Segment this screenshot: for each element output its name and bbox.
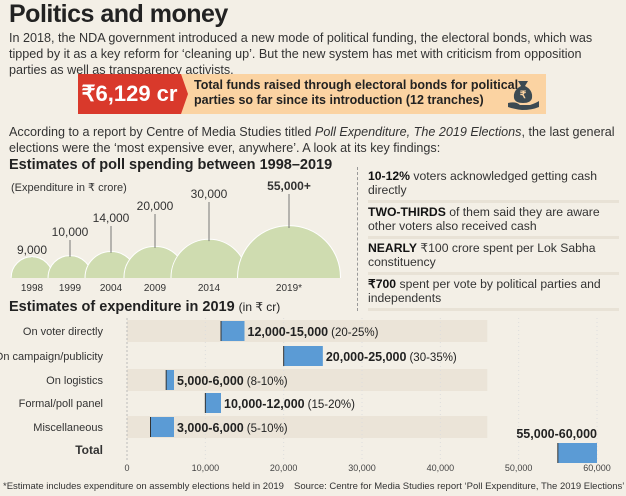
row-band (127, 320, 488, 342)
finding-highlight: NEARLY (368, 241, 417, 255)
finding-item: ₹700 spent per vote by political parties… (368, 275, 619, 311)
finding-highlight: 10-12% (368, 169, 411, 183)
category-label: Formal/poll panel (19, 398, 103, 410)
poll-chart-unit: (Expenditure in ₹ crore) (11, 182, 127, 194)
highlight-text: Total funds raised through electoral bon… (194, 78, 519, 107)
finding-text: of them said they are aware other voters… (368, 205, 600, 233)
x-tick-label: 10,000 (192, 463, 220, 473)
footnote: *Estimate includes expenditure on assemb… (3, 481, 284, 492)
range-bar (166, 370, 174, 390)
finding-item: 10-12% voters acknowledged getting cash … (368, 167, 619, 203)
range-bar (150, 417, 174, 437)
range-bar (283, 346, 323, 366)
report-suffix: , the last general elections were the ‘m… (9, 125, 615, 155)
finding-highlight: TWO-THIRDS (368, 205, 446, 219)
svg-text:₹: ₹ (520, 90, 527, 101)
money-bag-hand-icon: ₹ (508, 81, 539, 110)
category-label: On logistics (46, 375, 103, 387)
range-value: 3,000-6,000 (177, 421, 244, 435)
range-share: (20-25%) (331, 327, 378, 339)
range-bar (557, 443, 597, 463)
range-label: 5,000-6,000 (8-10%) (177, 374, 288, 388)
x-tick-label: 30,000 (348, 463, 376, 473)
poll-chart-title: Estimates of poll spending between 1998–… (9, 157, 333, 173)
year-label: 2004 (100, 283, 123, 294)
finding-item: TWO-THIRDS of them said they are aware o… (368, 203, 619, 239)
page-title: Politics and money (9, 0, 228, 28)
bubble-value-label: 14,000 (93, 211, 130, 225)
category-label: Total (75, 443, 103, 457)
range-value: 10,000-12,000 (224, 397, 305, 411)
range-bar (205, 393, 221, 413)
range-value: 20,000-25,000 (326, 350, 407, 364)
finding-highlight: ₹700 (368, 277, 397, 291)
category-label: On voter directly (23, 326, 104, 338)
x-tick-label: 40,000 (427, 463, 455, 473)
range-bar (221, 321, 245, 341)
finding-text: voters acknowledged getting cash directl… (368, 169, 598, 197)
key-findings: 10-12% voters acknowledged getting cash … (357, 167, 619, 311)
category-label: Miscellaneous (33, 422, 103, 434)
poll-spending-chart: 9,000 1998 10,000 1999 14,000 2004 20,000 2009 3… (10, 180, 341, 294)
range-value: 5,000-6,000 (177, 374, 244, 388)
expenditure-title-text: Estimates of expenditure in 2019 (9, 299, 235, 315)
bubble-value-label: 10,000 (52, 225, 89, 239)
total-range-label: 55,000-60,000 (516, 427, 597, 441)
bubble-value-label: 20,000 (137, 199, 174, 213)
finding-text: ₹100 crore spent per Lok Sabha constitue… (368, 241, 596, 269)
bubble-value-label: 55,000+ (267, 180, 311, 193)
range-share: (5-10%) (247, 423, 288, 435)
report-prefix: According to a report by Centre of Media… (9, 125, 315, 139)
x-tick-label: 20,000 (270, 463, 298, 473)
year-label: 1999 (59, 283, 82, 294)
finding-text: spent per vote by political parties and … (368, 277, 601, 305)
range-label: 20,000-25,000 (30-35%) (326, 350, 457, 364)
finding-item: NEARLY ₹100 crore spent per Lok Sabha co… (368, 239, 619, 275)
intro-text: In 2018, the NDA government introduced a… (9, 31, 593, 77)
row-band (127, 369, 488, 391)
range-label: 12,000-15,000 (20-25%) (248, 325, 379, 339)
expenditure-chart-title: Estimates of expenditure in 2019 (in ₹ c… (9, 299, 280, 315)
range-share: (30-35%) (409, 352, 456, 364)
range-label: 3,000-6,000 (5-10%) (177, 421, 288, 435)
source: Source: Centre for Media Studies report … (294, 481, 625, 492)
highlight-value: ₹6,129 cr (78, 74, 181, 114)
report-text: According to a report by Centre of Media… (9, 124, 619, 156)
range-value: 12,000-15,000 (248, 325, 329, 339)
row-band (127, 416, 488, 438)
year-label: 2019* (276, 283, 302, 294)
range-label: 10,000-12,000 (15-20%) (224, 397, 355, 411)
year-label: 2009 (144, 283, 167, 294)
bubble-value-label: 9,000 (17, 243, 47, 257)
highlight-text-box: Total funds raised through electoral bon… (181, 74, 546, 114)
x-tick-label: 0 (124, 463, 129, 473)
highlight-box: ₹6,129 cr Total funds raised through ele… (78, 74, 546, 114)
report-title: Poll Expenditure, The 2019 Elections (314, 125, 522, 139)
range-share: (15-20%) (308, 399, 355, 411)
expenditure-chart: 0 10,000 20,000 30,000 40,000 50,000 60,000 On … (0, 318, 611, 473)
expenditure-unit: (in ₹ cr) (238, 300, 281, 314)
x-tick-label: 60,000 (583, 463, 611, 473)
range-share: (8-10%) (247, 376, 288, 388)
year-label: 1998 (21, 283, 44, 294)
x-tick-label: 50,000 (505, 463, 533, 473)
year-label: 2014 (198, 283, 221, 294)
category-label: On campaign/publicity (0, 351, 103, 363)
bubble-value-label: 30,000 (191, 187, 228, 201)
